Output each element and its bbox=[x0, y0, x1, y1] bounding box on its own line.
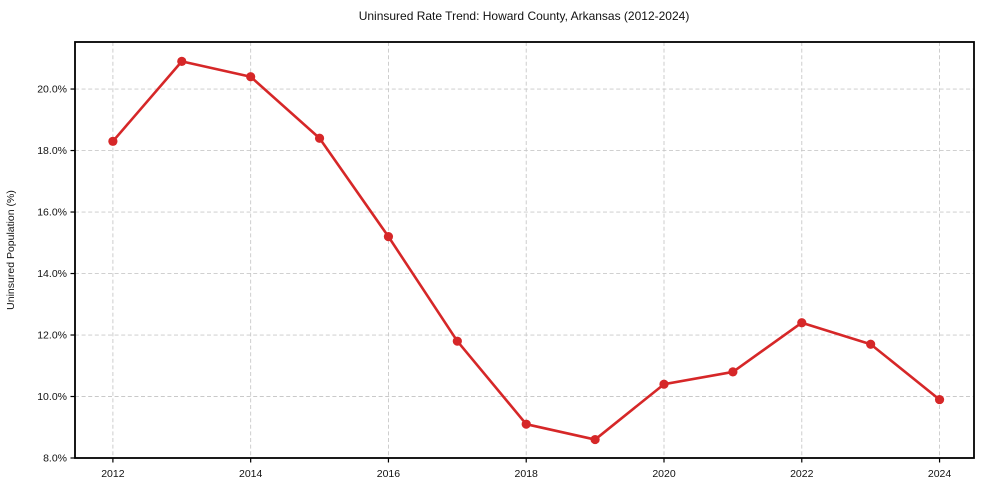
data-point bbox=[797, 318, 807, 328]
y-tick-label: 12.0% bbox=[37, 330, 67, 342]
grid-layer bbox=[75, 42, 974, 458]
data-point bbox=[246, 72, 256, 82]
x-tick-label: 2024 bbox=[928, 468, 952, 480]
x-tick-label: 2016 bbox=[377, 468, 401, 480]
chart-title: Uninsured Rate Trend: Howard County, Ark… bbox=[359, 9, 690, 23]
x-tick-label: 2022 bbox=[790, 468, 814, 480]
data-point bbox=[452, 336, 462, 346]
y-tick-label: 10.0% bbox=[37, 391, 67, 403]
data-point bbox=[934, 394, 945, 405]
series-layer bbox=[108, 56, 945, 445]
data-point bbox=[866, 339, 876, 349]
data-point bbox=[728, 367, 738, 377]
data-point bbox=[314, 133, 325, 143]
x-tick-label: 2018 bbox=[515, 468, 539, 480]
data-point bbox=[108, 136, 118, 146]
data-point bbox=[521, 419, 531, 429]
x-tick-label: 2014 bbox=[239, 468, 263, 480]
data-point bbox=[590, 434, 600, 445]
data-point bbox=[383, 232, 394, 242]
plot-frame bbox=[74, 41, 975, 459]
y-tick-label: 8.0% bbox=[43, 453, 67, 465]
data-point bbox=[659, 379, 669, 389]
y-tick-label: 20.0% bbox=[37, 84, 67, 96]
tick-layer: 2012 2014 2016 2018 2020 2022 2024 8.0% 10.0% 12.… bbox=[37, 84, 951, 480]
x-tick-label: 2020 bbox=[652, 468, 676, 480]
y-tick-label: 18.0% bbox=[37, 145, 67, 157]
y-tick-label: 14.0% bbox=[37, 268, 67, 280]
data-point bbox=[177, 56, 187, 66]
y-tick-label: 16.0% bbox=[37, 207, 67, 219]
x-tick-label: 2012 bbox=[101, 468, 125, 480]
y-axis-label: Uninsured Population (%) bbox=[5, 190, 17, 310]
